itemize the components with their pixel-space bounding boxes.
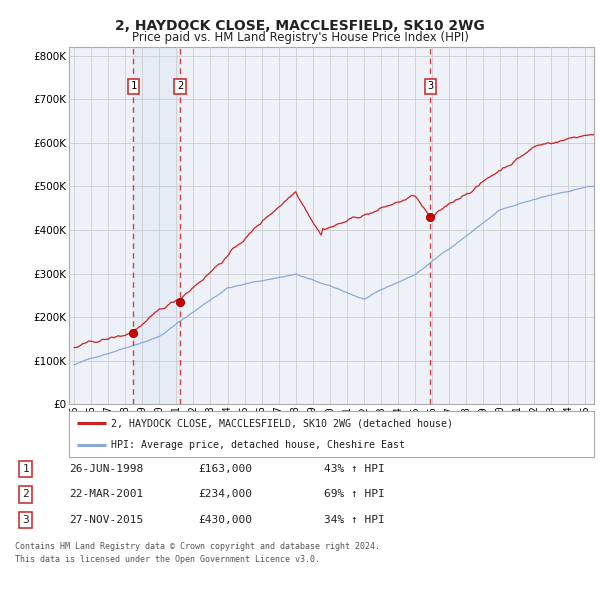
Text: 2: 2	[22, 490, 29, 499]
Text: This data is licensed under the Open Government Licence v3.0.: This data is licensed under the Open Gov…	[15, 555, 320, 564]
Text: 43% ↑ HPI: 43% ↑ HPI	[324, 464, 385, 474]
Text: 34% ↑ HPI: 34% ↑ HPI	[324, 515, 385, 525]
Text: 26-JUN-1998: 26-JUN-1998	[69, 464, 143, 474]
Text: 69% ↑ HPI: 69% ↑ HPI	[324, 490, 385, 499]
Text: 22-MAR-2001: 22-MAR-2001	[69, 490, 143, 499]
Text: Contains HM Land Registry data © Crown copyright and database right 2024.: Contains HM Land Registry data © Crown c…	[15, 542, 380, 551]
Text: 2, HAYDOCK CLOSE, MACCLESFIELD, SK10 2WG (detached house): 2, HAYDOCK CLOSE, MACCLESFIELD, SK10 2WG…	[111, 418, 453, 428]
Text: 2, HAYDOCK CLOSE, MACCLESFIELD, SK10 2WG: 2, HAYDOCK CLOSE, MACCLESFIELD, SK10 2WG	[115, 19, 485, 33]
Bar	[133, 47, 180, 404]
Text: 2: 2	[177, 81, 183, 91]
Text: £430,000: £430,000	[198, 515, 252, 525]
Text: £163,000: £163,000	[198, 464, 252, 474]
Text: 1: 1	[22, 464, 29, 474]
Text: HPI: Average price, detached house, Cheshire East: HPI: Average price, detached house, Ches…	[111, 440, 405, 450]
Text: £234,000: £234,000	[198, 490, 252, 499]
Text: 27-NOV-2015: 27-NOV-2015	[69, 515, 143, 525]
Text: 1: 1	[130, 81, 137, 91]
Text: Price paid vs. HM Land Registry's House Price Index (HPI): Price paid vs. HM Land Registry's House …	[131, 31, 469, 44]
Text: 3: 3	[427, 81, 433, 91]
Text: 3: 3	[22, 515, 29, 525]
